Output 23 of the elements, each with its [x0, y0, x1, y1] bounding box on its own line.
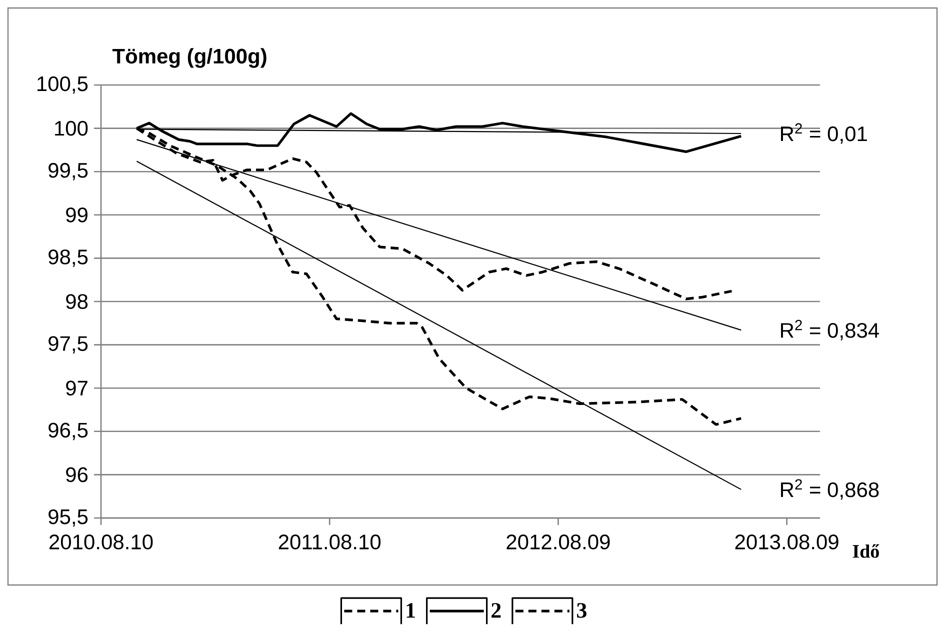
annotation: R$^{2}$ = 0,868	[781, 479, 879, 500]
y-tick-label: 99	[66, 207, 88, 222]
x-tick-label: 2011.08.10	[278, 534, 381, 550]
y-tick-label: 98	[66, 294, 88, 309]
annotation: R$^{2}$ = 0,01	[781, 123, 867, 144]
y-tick-label: 98,5	[48, 250, 88, 267]
y-tick-label: 96,5	[48, 422, 88, 440]
x-tick-label: 2012.08.09	[506, 534, 610, 550]
legend-label: 2	[492, 603, 501, 618]
y-tick-label: 97,5	[48, 336, 88, 354]
y-tick-label: 97	[66, 380, 88, 396]
x-tick-label: 2010.08.10	[50, 534, 153, 550]
y-tick-label: 100,5	[38, 76, 88, 94]
x-tick-label: 2013.08.09	[735, 534, 838, 550]
y-tick-label: 99,5	[48, 162, 88, 180]
annotation: R$^{2}$ = 0,834	[781, 320, 879, 340]
y-tick-label: 96	[66, 467, 88, 482]
y-tick-label: 95,5	[48, 509, 88, 527]
y-tick-label: 100	[55, 120, 88, 136]
legend-label: 3	[577, 603, 586, 618]
y-axis-title: Tömeg (g/100g)	[112, 48, 266, 68]
legend-label: 1	[406, 603, 415, 618]
x-axis-title: Idő	[852, 544, 880, 558]
